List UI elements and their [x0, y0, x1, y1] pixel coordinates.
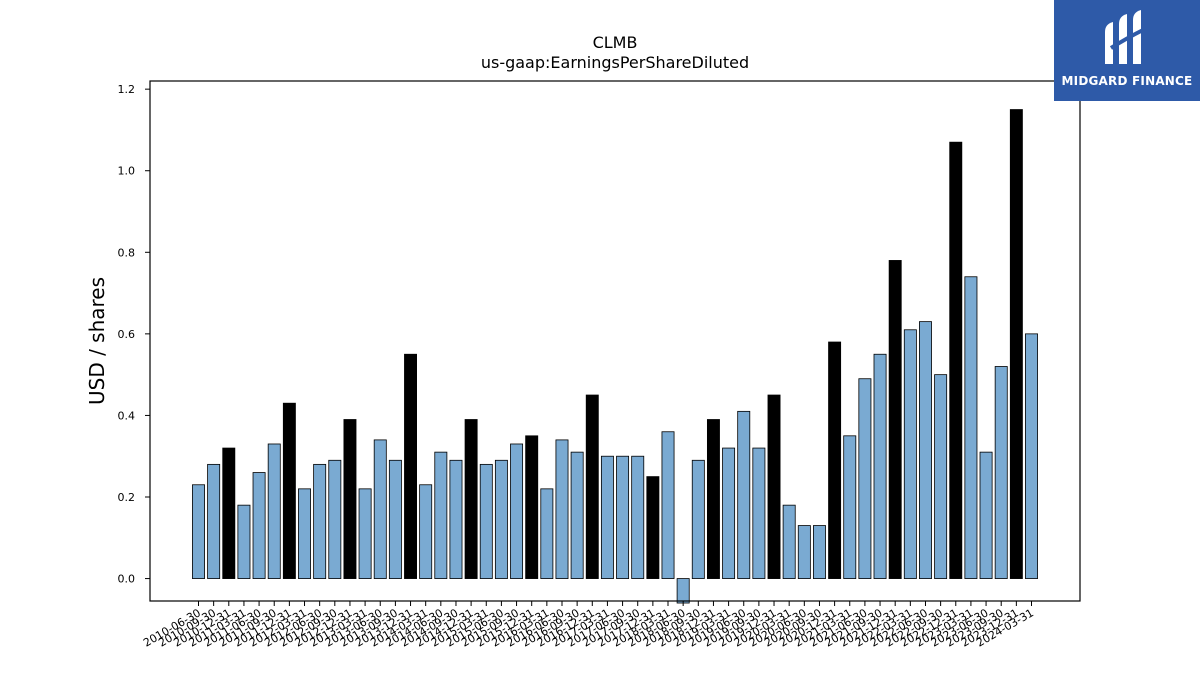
bar-2022-09-30 [934, 374, 948, 579]
bar-2019-03-31 [722, 447, 736, 579]
y-tick-label: 0.4 [118, 409, 136, 422]
bar-2018-12-31 [706, 419, 720, 579]
chart-title: CLMB [593, 33, 638, 52]
bar-2012-03-31 [298, 488, 311, 579]
bar-2019-12-31 [767, 394, 781, 579]
bar-2022-03-31 [903, 329, 917, 579]
bar-2018-06-30 [676, 578, 690, 604]
bar-2021-09-30 [873, 353, 887, 579]
bar-2022-06-30 [919, 321, 932, 579]
bar-2021-03-31 [843, 435, 857, 579]
bar-2018-03-31 [661, 431, 675, 579]
bar-2011-09-30 [267, 443, 281, 579]
bar-2015-06-30 [494, 459, 508, 579]
y-tick-label: 0.2 [118, 491, 136, 504]
bar-2020-09-30 [813, 525, 826, 579]
brand-logo: MIDGARD FINANCE [1054, 0, 1200, 101]
bar-2019-09-30 [752, 447, 766, 579]
bar-2013-12-31 [404, 353, 418, 579]
y-tick-label: 0.8 [118, 246, 136, 259]
bar-2017-12-31 [646, 476, 660, 579]
y-ticks: 0.0 0.2 0.4 0.6 0.8 1.0 1.2 [118, 83, 150, 586]
bar-2012-09-30 [328, 459, 342, 579]
y-tick-label: 0.6 [118, 328, 136, 341]
bars-group [192, 109, 1038, 604]
bar-2010-09-30 [207, 463, 221, 579]
bar-2012-12-31 [343, 419, 357, 579]
y-tick-label: 0.0 [118, 573, 136, 586]
bar-2023-06-30 [979, 451, 993, 579]
midgard-logo-icon [1105, 10, 1144, 64]
bar-2018-09-30 [691, 459, 705, 579]
bar-2019-06-30 [737, 410, 751, 579]
bar-2014-12-31 [464, 419, 478, 579]
bar-2015-12-31 [525, 435, 539, 579]
bar-2011-12-31 [282, 402, 296, 579]
bar-2014-09-30 [449, 459, 463, 579]
y-tick-label: 1.0 [118, 165, 136, 178]
y-axis-label: USD / shares [85, 277, 109, 405]
bar-2017-09-30 [631, 455, 645, 579]
bar-2013-03-31 [358, 488, 372, 579]
bar-2010-06-30 [192, 484, 205, 579]
logo-text: MIDGARD FINANCE [1061, 74, 1193, 88]
bar-2016-12-31 [585, 394, 599, 579]
chart-subtitle: us-gaap:EarningsPerShareDiluted [481, 53, 749, 72]
bar-2017-06-30 [616, 455, 630, 579]
bar-2023-09-30 [994, 366, 1008, 579]
x-ticks: 2010-06-302010-09-302010-12-312011-03-31… [141, 601, 1036, 650]
bar-2015-03-31 [479, 463, 493, 579]
bar-2011-06-30 [252, 472, 266, 579]
bar-2011-03-31 [237, 504, 251, 579]
bar-2017-03-31 [600, 455, 614, 579]
bar-2024-03-31 [1025, 333, 1038, 579]
bar-2016-03-31 [540, 488, 554, 579]
plot-frame [149, 80, 1081, 602]
bar-2014-03-31 [419, 484, 433, 579]
bar-2020-03-31 [782, 504, 796, 579]
bar-2012-06-30 [313, 463, 327, 579]
bar-2020-12-31 [828, 341, 842, 579]
bar-2021-12-31 [888, 260, 902, 579]
bar-2023-03-31 [964, 276, 978, 579]
bar-2010-12-31 [222, 447, 236, 579]
bar-2013-06-30 [373, 439, 387, 579]
bar-2020-06-30 [797, 525, 811, 579]
y-tick-label: 1.2 [118, 83, 136, 96]
bar-2022-12-31 [949, 141, 963, 579]
bar-2015-09-30 [510, 443, 524, 579]
bar-2021-06-30 [858, 378, 872, 579]
bar-2013-09-30 [388, 459, 402, 579]
bar-2016-09-30 [570, 451, 584, 579]
bar-2023-12-31 [1009, 109, 1023, 579]
bar-2014-06-30 [434, 451, 448, 579]
bar-2016-06-30 [555, 439, 569, 579]
